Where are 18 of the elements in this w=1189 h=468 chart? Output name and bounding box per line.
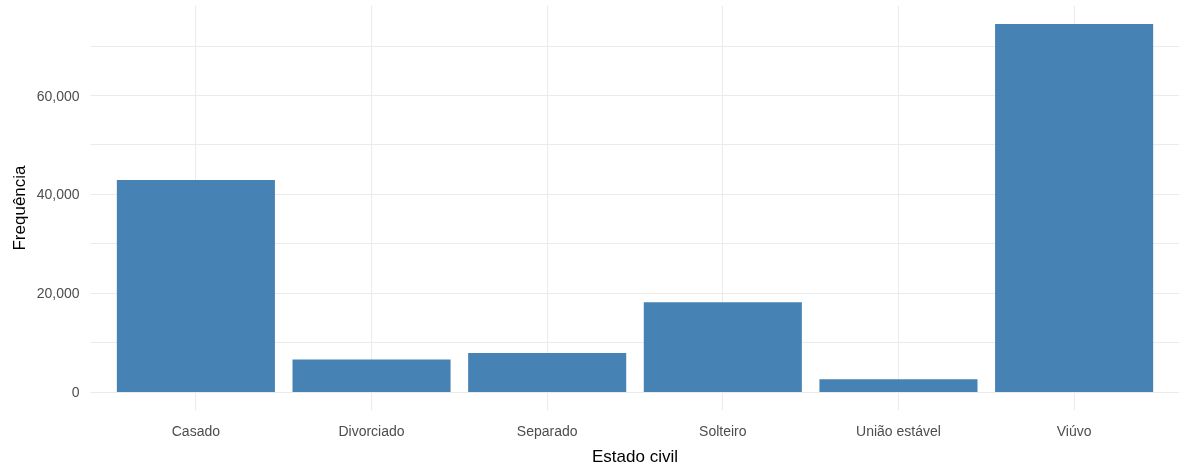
- y-tick-label: 40,000: [36, 186, 80, 203]
- y-tick-label: 60,000: [36, 87, 80, 104]
- y-axis-title: Frequência: [9, 164, 29, 251]
- y-tick-label: 0: [71, 384, 80, 401]
- bar: [292, 359, 451, 393]
- bar: [468, 353, 627, 393]
- bar: [643, 302, 802, 393]
- bar: [995, 23, 1154, 393]
- x-tick-label: Divorciado: [338, 422, 405, 439]
- x-tick-label: Solteiro: [699, 422, 747, 439]
- x-tick-label: Separado: [516, 422, 578, 439]
- x-tick-label: Viúvo: [1056, 422, 1092, 439]
- y-tick-label: 20,000: [36, 285, 80, 302]
- x-axis-title: Estado civil: [592, 446, 678, 466]
- x-tick-label: Casado: [171, 422, 221, 439]
- bar: [819, 379, 978, 393]
- bar: [116, 180, 275, 393]
- x-tick-label: União estável: [856, 422, 941, 439]
